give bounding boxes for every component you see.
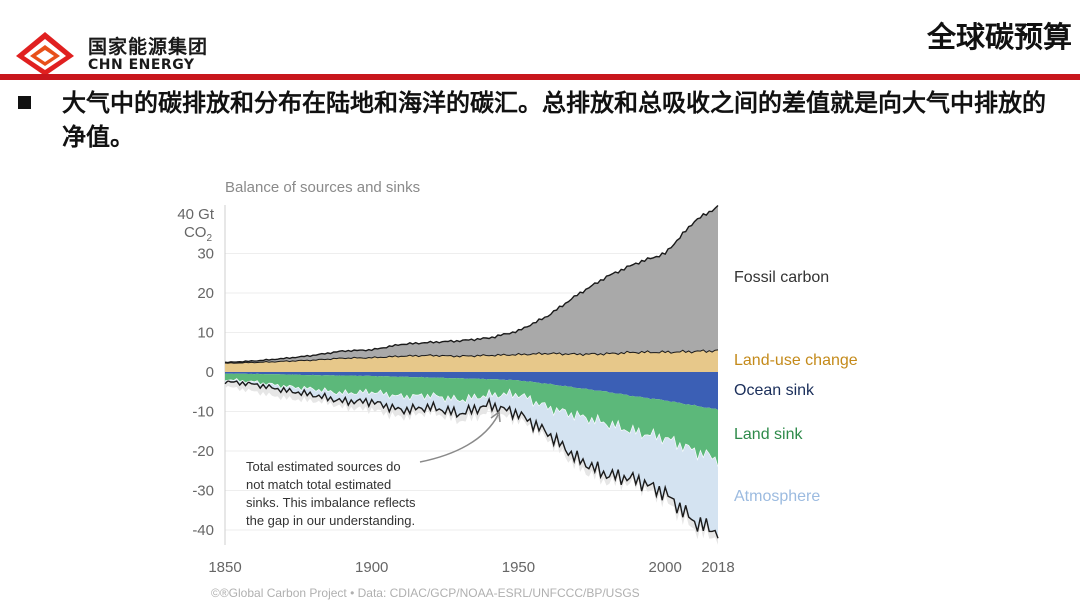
- series-label: Fossil carbon: [734, 269, 829, 286]
- slide-subtitle: 大气中的碳排放和分布在陆地和海洋的碳汇。总排放和总吸收之间的差值就是向大气中排放…: [62, 89, 1046, 151]
- x-tick-label: 2018: [701, 559, 734, 576]
- series-labels: Fossil carbon Land-use change Ocean sink La…: [734, 269, 858, 505]
- bullet-square-icon: [18, 96, 31, 109]
- area-layers: [224, 204, 719, 545]
- y-axis-unit-label: 40 Gt: [177, 206, 215, 223]
- y-axis-unit-co2-sub: 2: [206, 233, 212, 244]
- y-axis-unit-co2: CO2: [184, 224, 213, 244]
- y-tick-label: 20: [197, 285, 214, 302]
- page-title: 全球碳预算: [926, 20, 1072, 54]
- y-tick-label: 10: [197, 325, 214, 342]
- annotation-line: Total estimated sources do: [246, 459, 401, 474]
- y-tick-label: -10: [192, 404, 214, 421]
- land-sink-area: [225, 373, 718, 467]
- header: 国家能源集团 CHN ENERGY 全球碳预算: [0, 0, 1080, 86]
- annotation-line: sinks. This imbalance reflects: [246, 495, 416, 510]
- annotation-line: not match total estimated: [246, 477, 391, 492]
- series-label: Land-use change: [734, 352, 858, 369]
- y-tick-label: 0: [206, 364, 214, 381]
- ocean-sink-area: [225, 372, 718, 410]
- land-use-top-line: [224, 349, 719, 364]
- annotation-arrowhead: [490, 410, 501, 423]
- logo-chinese-name: 国家能源集团: [88, 36, 209, 58]
- source-credit: ©®Global Carbon Project • Data: CDIAC/GC…: [211, 586, 640, 600]
- x-tick-label: 1850: [208, 559, 241, 576]
- header-divider: [0, 74, 1080, 80]
- total-sources-line: [224, 204, 719, 364]
- x-tick-label: 2000: [648, 559, 681, 576]
- land-use-change-area: [225, 349, 718, 372]
- chn-energy-logo-icon: [16, 32, 74, 76]
- y-tick-label: -40: [192, 522, 214, 539]
- chart-title: Balance of sources and sinks: [225, 179, 420, 196]
- x-tick-label: 1900: [355, 559, 388, 576]
- x-tick-label: 1950: [502, 559, 535, 576]
- annotation-line: the gap in our understanding.: [246, 513, 415, 528]
- y-tick-label: -30: [192, 483, 214, 500]
- series-label: Ocean sink: [734, 382, 815, 399]
- logo-english-name: CHN ENERGY: [88, 57, 195, 73]
- y-tick-label: -20: [192, 443, 214, 460]
- series-label: Atmosphere: [734, 488, 820, 505]
- annotation-group: Total estimated sources do not match tota…: [246, 410, 501, 528]
- tick-labels: 30 20 10 0 -10 -20 -30 -40 1850 1900 1950 2000 2018: [192, 246, 734, 577]
- series-label: Land sink: [734, 426, 803, 443]
- annotation-arrow: [419, 414, 499, 463]
- total-sinks-line: [224, 380, 719, 539]
- land-sink-edge-line: [224, 378, 719, 467]
- y-axis-unit-co2-base: CO: [184, 224, 207, 241]
- fossil-carbon-area: [225, 205, 718, 364]
- atmosphere-area: [225, 378, 718, 539]
- y-tick-label: 30: [197, 246, 214, 263]
